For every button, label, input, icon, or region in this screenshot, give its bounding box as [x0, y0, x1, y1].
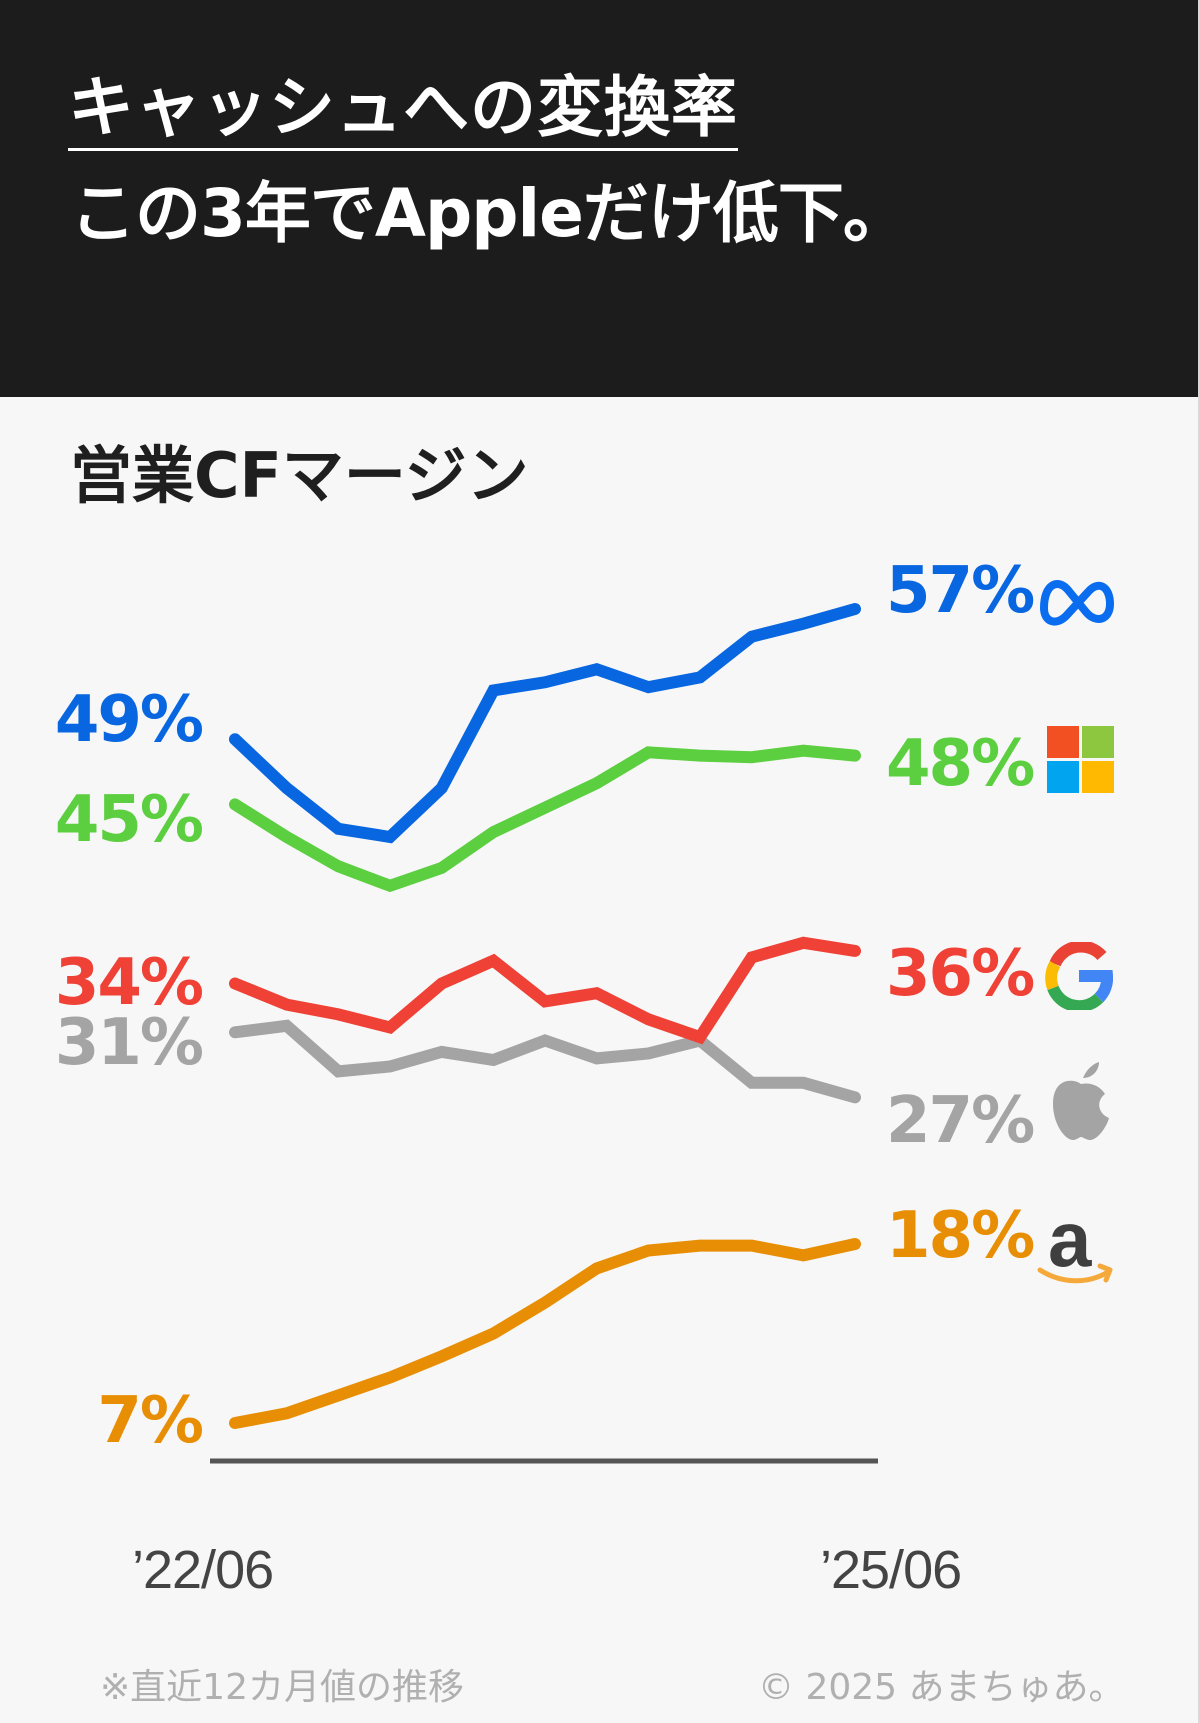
chart-title: 営業CFマージン — [70, 439, 529, 512]
meta-end-label: 57% — [886, 554, 1035, 628]
amazon-end-label: 18% — [886, 1199, 1035, 1273]
apple-logo-icon — [1053, 1062, 1109, 1140]
apple-end-label: 27% — [886, 1084, 1035, 1158]
google-start-label: 34% — [54, 946, 204, 1020]
amazon-start-label: 7% — [97, 1384, 204, 1458]
series-line-meta — [229, 603, 861, 844]
microsoft-end-label: 48% — [886, 727, 1035, 801]
google-logo-icon — [1045, 942, 1113, 1010]
amazon-logo-icon: a — [1037, 1208, 1113, 1284]
google-end-label: 36% — [886, 937, 1035, 1011]
series-line-apple — [229, 1019, 861, 1104]
meta-start-label: 49% — [54, 683, 204, 757]
microsoft-logo-icon — [1047, 726, 1114, 793]
footnote: ※直近12カ月値の推移 — [100, 1667, 464, 1708]
microsoft-start-label: 45% — [54, 783, 204, 857]
series-line-google — [229, 936, 861, 1045]
x-tick-end: ’25/06 — [820, 1540, 962, 1600]
headline-title: キャッシュへの変換率 — [68, 68, 738, 151]
headline-subtitle: この3年でAppleだけ低下。 — [70, 175, 909, 252]
right-edge-border — [1198, 0, 1200, 1723]
series-lines — [229, 603, 861, 1429]
series-line-microsoft — [229, 744, 861, 893]
header-banner: キャッシュへの変換率 この3年でAppleだけ低下。 — [0, 0, 1200, 397]
svg-text:a: a — [1048, 1208, 1092, 1283]
series-line-amazon — [229, 1238, 861, 1429]
x-tick-start: ’22/06 — [132, 1540, 274, 1600]
apple-start-label: 31% — [54, 1006, 204, 1080]
copyright: © 2025 あまちゅあ。 — [758, 1667, 1125, 1708]
meta-logo-icon — [1040, 580, 1114, 626]
